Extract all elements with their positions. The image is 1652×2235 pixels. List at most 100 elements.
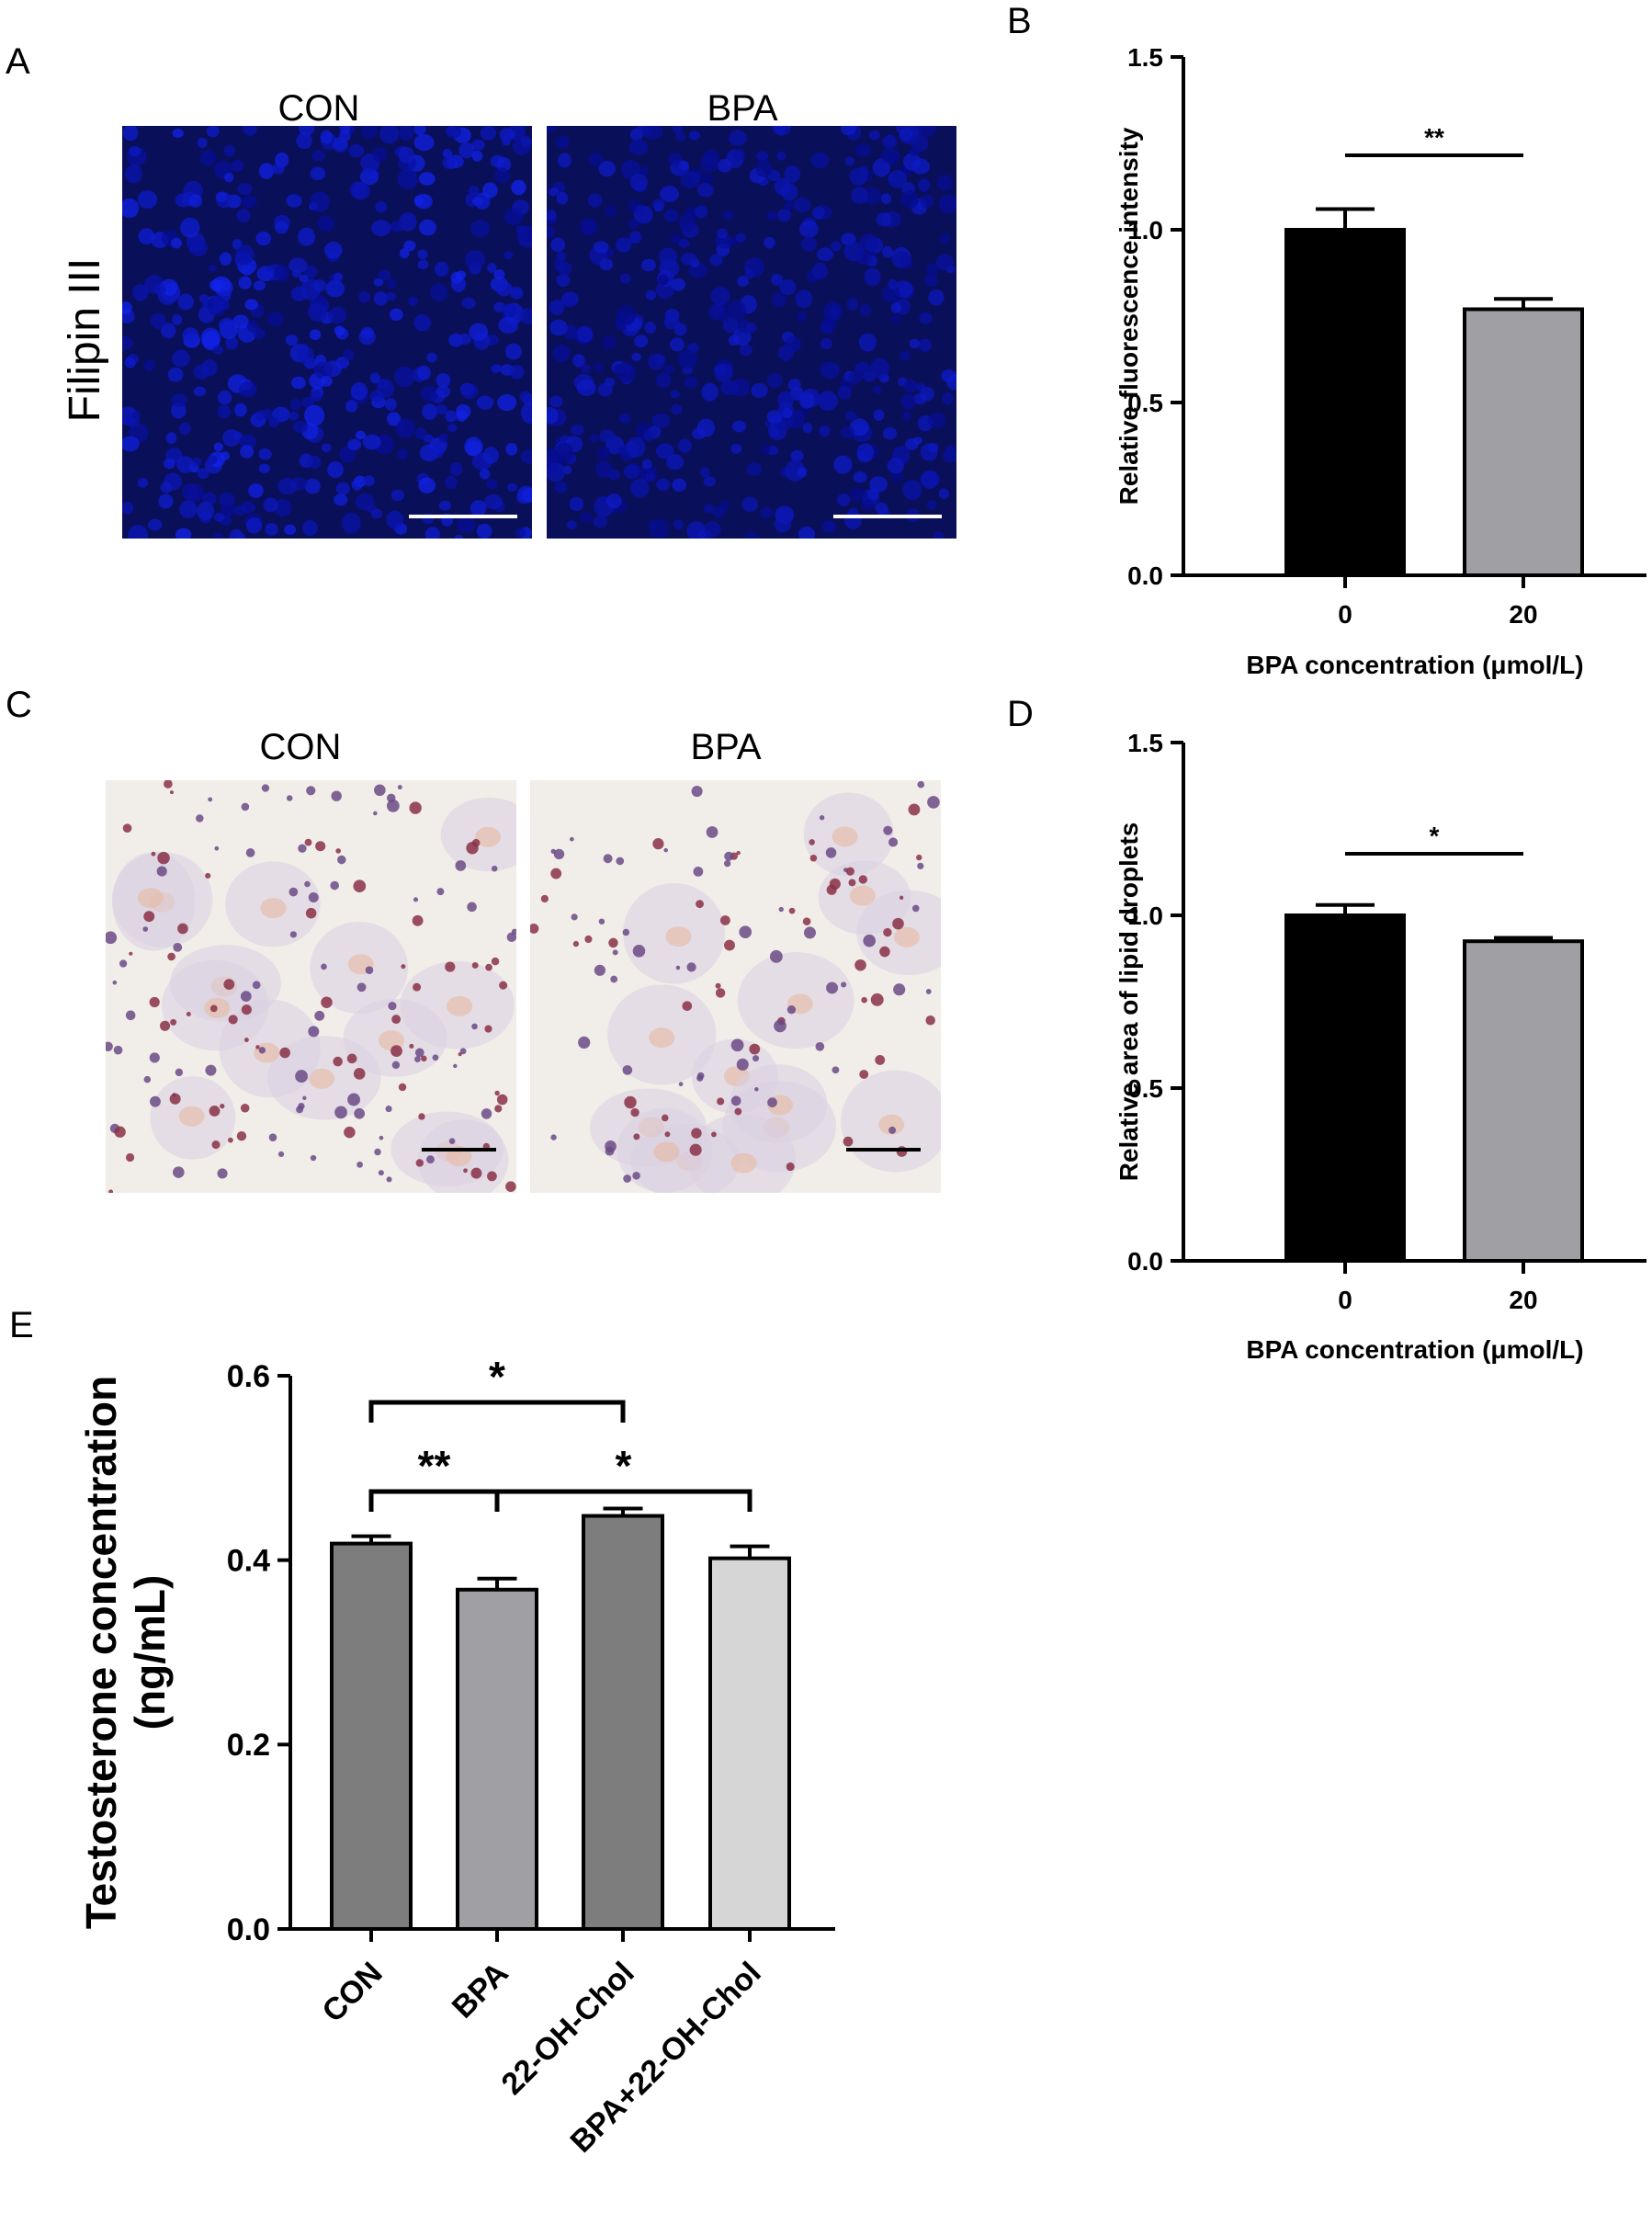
lipid-droplet <box>421 1055 427 1062</box>
lipid-droplet <box>612 949 618 956</box>
lipid-droplet <box>306 786 316 796</box>
cell-nucleus <box>447 995 473 1016</box>
nucleus <box>328 306 347 324</box>
nucleus <box>629 174 648 191</box>
nucleus <box>197 137 208 148</box>
nucleus <box>292 420 308 434</box>
nucleus <box>175 528 192 539</box>
nucleus <box>881 245 894 258</box>
nucleus <box>797 311 808 323</box>
nucleus <box>764 236 775 249</box>
lipid-droplet <box>167 952 175 961</box>
nucleus <box>556 191 569 205</box>
nucleus <box>677 349 697 369</box>
nucleus <box>644 322 656 334</box>
nucleus <box>509 286 524 300</box>
nucleus <box>239 434 256 449</box>
nucleus <box>436 372 451 388</box>
panel-letter-b: B <box>1007 1 1032 41</box>
nucleus <box>397 448 408 460</box>
lipid-droplet <box>848 879 856 887</box>
nucleus <box>696 418 716 437</box>
nucleus <box>946 374 956 391</box>
nucleus <box>673 519 684 530</box>
nucleus <box>379 126 400 144</box>
nucleus <box>797 467 808 478</box>
nucleus <box>266 312 284 327</box>
nucleus <box>217 390 232 405</box>
nucleus <box>556 274 571 288</box>
lipid-droplet <box>261 784 270 792</box>
lipid-droplet <box>927 796 940 809</box>
lipid-droplet <box>414 1056 421 1062</box>
nucleus <box>618 413 631 424</box>
lipid-droplet <box>925 1015 935 1026</box>
nucleus <box>290 286 308 301</box>
nucleus <box>237 183 253 196</box>
nucleus <box>713 505 725 518</box>
nucleus <box>671 403 683 415</box>
nucleus <box>509 364 525 380</box>
nucleus <box>375 200 388 213</box>
nucleus <box>811 262 829 280</box>
nucleus <box>939 233 951 244</box>
lipid-droplet <box>471 1023 478 1030</box>
nucleus <box>240 445 255 459</box>
lipid-droplet <box>578 1036 591 1049</box>
nucleus <box>469 323 489 341</box>
nucleus <box>482 447 500 464</box>
nucleus <box>131 410 141 420</box>
nucleus <box>617 304 637 325</box>
lipid-droplet <box>463 1168 468 1174</box>
nucleus <box>658 247 678 267</box>
nucleus <box>160 323 176 339</box>
nucleus <box>869 130 880 141</box>
lipid-droplet <box>917 862 924 869</box>
lipid-droplet <box>550 848 556 854</box>
nucleus <box>235 244 255 266</box>
lipid-droplet <box>143 1075 152 1083</box>
lipid-droplet <box>308 892 319 903</box>
nucleus <box>704 521 721 538</box>
nucleus <box>386 412 402 426</box>
nucleus <box>471 150 483 162</box>
lipid-droplet <box>385 1105 392 1113</box>
nucleus <box>918 338 933 352</box>
nucleus <box>598 160 616 177</box>
lipid-droplet <box>858 875 868 884</box>
nucleus <box>900 350 911 361</box>
lipid-droplet <box>374 784 386 797</box>
nucleus <box>820 320 834 335</box>
nucleus <box>172 129 184 139</box>
nucleus <box>355 430 366 440</box>
nucleus <box>213 442 223 452</box>
nucleus <box>718 158 732 173</box>
lipid-droplet <box>175 1068 184 1077</box>
lipid-droplet <box>870 993 884 1006</box>
panel-a-bpa-label: BPA <box>707 88 777 129</box>
lipid-droplet <box>664 1131 671 1138</box>
nucleus <box>869 476 888 493</box>
nucleus <box>207 295 227 316</box>
nucleus <box>728 335 740 346</box>
nucleus <box>672 478 687 493</box>
lipid-droplet <box>149 1052 160 1063</box>
nucleus <box>128 145 141 157</box>
nucleus <box>479 469 491 480</box>
lipid-droplet <box>214 845 220 851</box>
lipid-droplet <box>598 918 605 925</box>
panel-c-con-image <box>106 780 516 1193</box>
nucleus <box>709 254 723 267</box>
nucleus <box>418 219 436 236</box>
nucleus <box>289 257 308 274</box>
lipid-droplet <box>605 1140 617 1152</box>
nucleus <box>137 190 158 210</box>
nucleus <box>369 372 381 384</box>
lipid-droplet <box>330 880 340 891</box>
lipid-droplet <box>398 1083 407 1092</box>
nucleus <box>191 457 202 467</box>
lipid-droplet <box>344 1126 356 1139</box>
lipid-droplet <box>347 1093 361 1106</box>
nucleus <box>619 273 631 284</box>
